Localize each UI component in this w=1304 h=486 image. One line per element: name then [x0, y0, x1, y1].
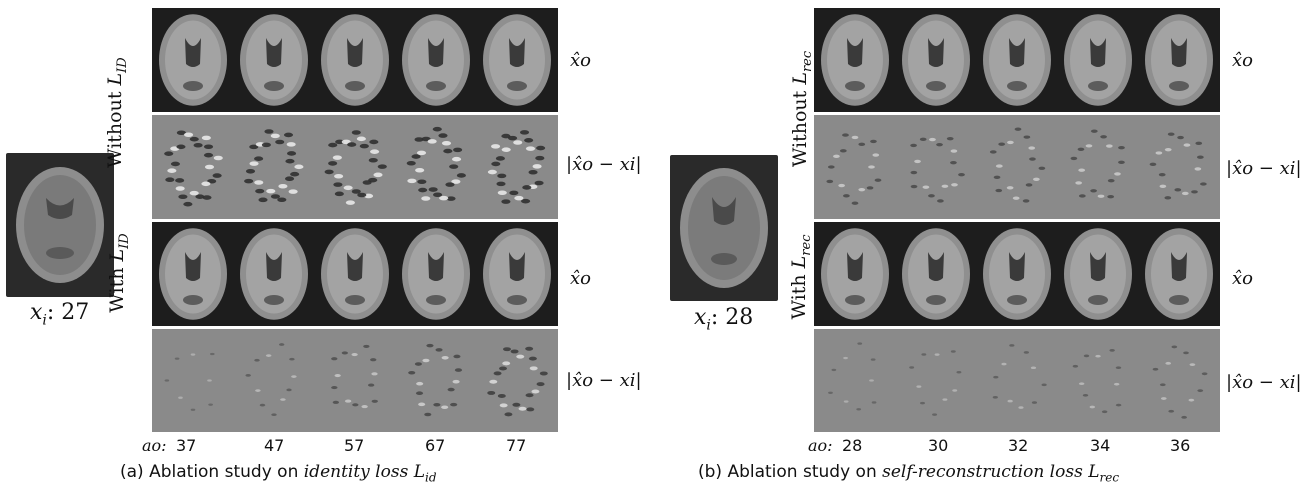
brain-slice: [321, 228, 389, 320]
group-label-without-a: Without LID: [104, 57, 130, 168]
brain-slice: [983, 14, 1051, 106]
row-label-diff-2-b: |x̂o − xi|: [1226, 372, 1302, 393]
age-tick: 67: [425, 436, 446, 455]
brain-slice: [1064, 14, 1132, 106]
output-strip-without-a: [152, 8, 558, 112]
brain-slice: [902, 228, 970, 320]
brain-slice: [821, 228, 889, 320]
brain-slice: [1145, 14, 1213, 106]
age-tick: 47: [264, 436, 285, 455]
output-strip-with-b: [814, 222, 1220, 326]
age-tick: 57: [344, 436, 365, 455]
diff-strip-without-a: [152, 115, 558, 219]
brain-slice: [159, 228, 227, 320]
brain-slice: [245, 343, 297, 417]
row-label-diff-1-a: |x̂o − xi|: [566, 154, 642, 175]
brain-slice: [240, 14, 308, 106]
diff-strip-with-b: [814, 329, 1220, 432]
age-tick: 77: [506, 436, 527, 455]
group-label-without-b: Without Lrec: [789, 50, 815, 168]
row-label-output-1-a: x̂o: [570, 50, 591, 71]
brain-slice: [983, 228, 1051, 320]
brain-slice: [1145, 228, 1213, 320]
row-label-diff-1-b: |x̂o − xi|: [1226, 158, 1302, 179]
diff-strip-with-a: [152, 329, 558, 432]
brain-slice: [989, 127, 1046, 203]
brain-slice: [406, 126, 466, 201]
brain-slice: [164, 352, 215, 411]
brain-slice: [826, 133, 882, 205]
brain-slice: [402, 228, 470, 320]
brain-slice: [408, 343, 463, 417]
result-grid-a: [152, 8, 558, 432]
row-label-output-2-b: x̂o: [1232, 268, 1253, 289]
brain-slice: [1152, 345, 1208, 419]
age-tick: 28: [842, 436, 863, 455]
brain-slice: [1064, 228, 1132, 320]
brain-slice: [992, 344, 1047, 409]
brain-slice: [909, 350, 962, 416]
group-label-with-a: With LID: [106, 233, 132, 313]
brain-slice: [324, 130, 387, 205]
row-label-output-2-a: x̂o: [570, 268, 591, 289]
input-age-label-a: xi: 27: [30, 300, 90, 329]
brain-slice: [164, 130, 223, 207]
brain-slice: [483, 14, 551, 106]
brain-slice: [321, 14, 389, 106]
age-tick: 36: [1170, 436, 1191, 455]
brain-slice: [487, 130, 546, 204]
output-strip-without-b: [814, 8, 1220, 112]
age-tick: 32: [1008, 436, 1029, 455]
brain-slice: [331, 344, 378, 409]
row-label-diff-2-a: |x̂o − xi|: [566, 370, 642, 391]
brain-slice: [828, 342, 877, 411]
age-tick: 37: [176, 436, 197, 455]
row-label-output-1-b: x̂o: [1232, 50, 1253, 71]
brain-slice: [1149, 132, 1207, 200]
diff-strip-without-b: [814, 115, 1220, 219]
brain-slice: [240, 228, 308, 320]
output-strip-with-a: [152, 222, 558, 326]
brain-slice: [159, 14, 227, 106]
caption-b: (b) Ablation study on self-reconstructio…: [698, 462, 1120, 485]
age-axis-a: ao: 37 47 57 67 77: [142, 436, 527, 455]
result-grid-b: [814, 8, 1220, 432]
brain-slice: [487, 346, 548, 417]
caption-a: (a) Ablation study on identity loss Lid: [120, 462, 437, 485]
panel-a-identity-loss: xi: 27 Without LID With LID x̂o |x̂o − x…: [6, 8, 642, 485]
brain-slice: [910, 136, 965, 203]
brain-slice: [1072, 349, 1122, 414]
brain-slice: [821, 14, 889, 106]
group-label-with-b: With Lrec: [788, 234, 814, 320]
brain-slice: [1070, 129, 1125, 199]
age-tick: 34: [1090, 436, 1111, 455]
panel-b-self-reconstruction-loss: xi: 28 Without Lrec With Lrec x̂o |x̂o −…: [652, 0, 1304, 486]
brain-slice: [483, 228, 551, 320]
input-brain-image-b: [670, 155, 778, 301]
brain-slice: [902, 14, 970, 106]
age-tick: 30: [928, 436, 949, 455]
brain-slice: [244, 129, 304, 203]
brain-slice: [402, 14, 470, 106]
input-brain-image-a: [6, 153, 114, 297]
age-axis-b: ao: 28 30 32 34 36: [808, 436, 1191, 455]
input-age-label-b: xi: 28: [694, 305, 754, 334]
